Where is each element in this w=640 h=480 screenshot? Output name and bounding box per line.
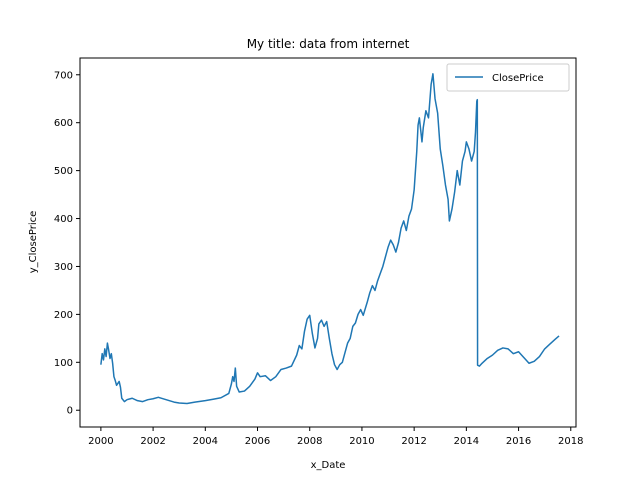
legend-box: [446, 63, 570, 92]
x-axis: 2000 2002 2004 2006 2008 2010 2012 2014 2016 2018: [88, 427, 584, 447]
series-line-closeprice: [100, 73, 560, 405]
x-tick-label: 2000: [88, 436, 113, 447]
y-tick-label: 0: [67, 406, 73, 417]
chart-title: My title: data from internet: [247, 37, 410, 51]
x-axis-label: x_Date: [311, 460, 346, 471]
y-tick-label: 500: [54, 166, 73, 177]
x-tick-label: 2016: [506, 436, 531, 447]
y-tick-label: 200: [54, 310, 73, 321]
y-tick-label: 600: [54, 118, 73, 129]
legend: ClosePrice: [446, 63, 570, 92]
y-tick-label: 300: [54, 262, 73, 273]
x-tick-label: 2018: [558, 436, 583, 447]
x-tick-label: 2014: [454, 436, 479, 447]
legend-label-closeprice: ClosePrice: [492, 73, 544, 84]
y-axis-label: y_ClosePrice: [28, 211, 39, 274]
y-tick-label: 400: [54, 214, 73, 225]
y-axis: 0 100 200 300 400 500 600 700: [54, 70, 80, 417]
x-tick-label: 2008: [297, 436, 322, 447]
x-tick-label: 2010: [349, 436, 374, 447]
plot-frame: [79, 57, 577, 428]
x-tick-label: 2012: [401, 436, 426, 447]
x-tick-label: 2006: [245, 436, 270, 447]
y-tick-label: 100: [54, 358, 73, 369]
x-tick-label: 2002: [140, 436, 165, 447]
x-tick-label: 2004: [193, 436, 218, 447]
y-tick-label: 700: [54, 70, 73, 81]
